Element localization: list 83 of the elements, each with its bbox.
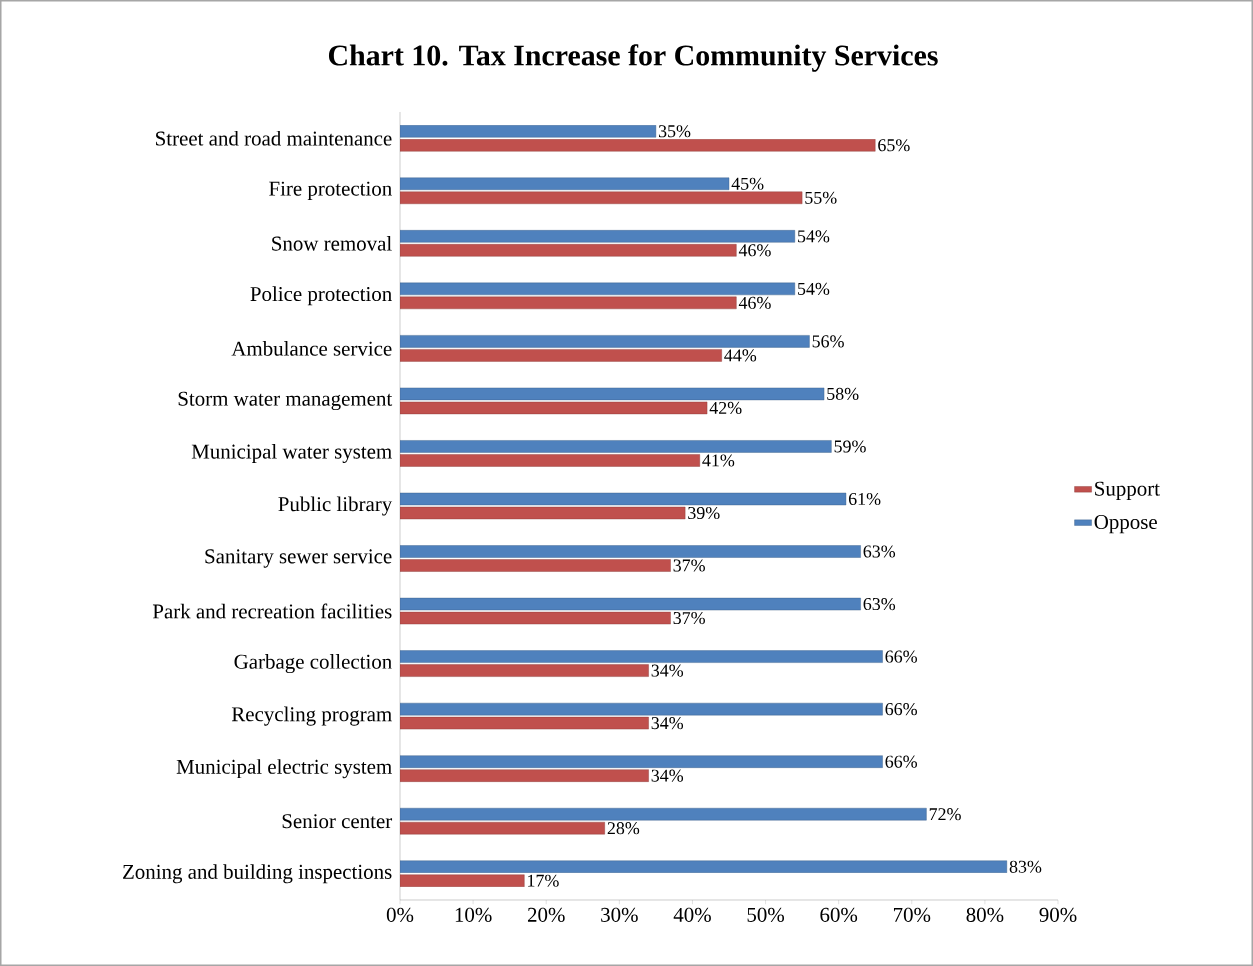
y-tick-label: Fire protection	[269, 181, 392, 200]
data-label: 61%	[848, 492, 881, 506]
bar	[400, 125, 657, 138]
y-tick-label: Snow removal	[272, 235, 392, 251]
bar	[400, 401, 708, 415]
y-tick-label: Ambulance service	[231, 341, 392, 356]
x-tick-label: 20%	[527, 907, 565, 922]
bar	[400, 650, 883, 663]
x-tick-label: 50%	[747, 907, 785, 922]
x-tick-label: 10%	[455, 907, 492, 922]
data-label: 41%	[702, 454, 735, 467]
y-tick-label: Municipal water system	[191, 443, 392, 463]
bar	[400, 874, 525, 887]
data-label: 54%	[798, 230, 830, 243]
y-tick-label: Sanitary sewer service	[205, 549, 392, 568]
bar	[400, 506, 686, 520]
data-label: 66%	[885, 755, 917, 768]
legend-label: Oppose	[1094, 514, 1157, 534]
x-tick-label: 30%	[601, 907, 638, 922]
data-label: 37%	[673, 559, 705, 572]
data-label: 83%	[1009, 860, 1042, 873]
bar	[400, 559, 671, 572]
bar	[400, 716, 649, 730]
data-label: 45%	[731, 177, 764, 190]
data-label: 63%	[863, 597, 896, 611]
data-label: 44%	[724, 349, 757, 362]
bar	[400, 191, 803, 204]
bar	[400, 177, 730, 190]
bar	[400, 349, 722, 362]
data-label: 17%	[528, 874, 559, 887]
data-label: 56%	[812, 335, 844, 348]
data-label: 34%	[651, 664, 684, 677]
legend-label: Support	[1095, 481, 1160, 500]
data-label: 58%	[827, 387, 859, 401]
data-label: 63%	[863, 545, 896, 558]
x-tick-label: 90%	[1039, 907, 1077, 922]
data-label: 66%	[885, 650, 917, 663]
data-label: 59%	[834, 440, 866, 453]
bar	[400, 296, 737, 310]
data-label: 72%	[929, 808, 961, 821]
data-label: 34%	[651, 769, 684, 782]
y-tick-label: Zoning and building inspections	[123, 864, 392, 884]
x-tick-label: 0%	[386, 907, 414, 922]
bar	[400, 335, 810, 348]
y-tick-label: Garbage collection	[234, 654, 392, 674]
bar	[400, 755, 883, 768]
data-label: 34%	[651, 717, 684, 730]
y-tick-label: Street and road maintenance	[156, 130, 392, 146]
bar	[400, 808, 927, 821]
bar	[400, 769, 649, 782]
bar	[400, 440, 832, 453]
bar	[400, 244, 737, 257]
y-tick-label: Public library	[278, 496, 393, 516]
bar	[400, 821, 605, 835]
data-label: 54%	[798, 282, 830, 295]
y-tick-label: Senior center	[282, 814, 393, 829]
bar	[400, 664, 649, 677]
x-tick-label: 80%	[966, 907, 1004, 922]
data-label: 42%	[709, 401, 742, 414]
chart-title: Chart 10. Tax Increase for Community Services	[328, 44, 938, 72]
y-tick-label: Storm water management	[178, 391, 393, 411]
x-tick-label: 60%	[820, 907, 858, 922]
data-label: 39%	[688, 506, 720, 520]
bar	[400, 611, 671, 625]
x-tick-label: 70%	[893, 907, 931, 922]
bar	[400, 545, 861, 558]
data-label: 55%	[805, 191, 837, 204]
y-tick-label: Recycling program	[231, 706, 392, 726]
data-label: 28%	[607, 822, 640, 835]
data-label: 46%	[738, 296, 771, 309]
data-label: 46%	[738, 244, 771, 257]
data-label: 35%	[658, 125, 691, 138]
data-label: 66%	[885, 703, 917, 716]
y-tick-label: Police protection	[250, 286, 392, 306]
y-tick-label: Municipal electric system	[176, 759, 392, 779]
bar	[400, 454, 700, 467]
bar	[400, 139, 876, 152]
bar	[400, 860, 1008, 873]
data-label: 65%	[878, 139, 910, 152]
data-label: 37%	[673, 611, 705, 625]
x-tick-label: 40%	[673, 907, 711, 922]
y-tick-label: Park and recreation facilities	[152, 603, 392, 619]
bar	[400, 230, 795, 243]
